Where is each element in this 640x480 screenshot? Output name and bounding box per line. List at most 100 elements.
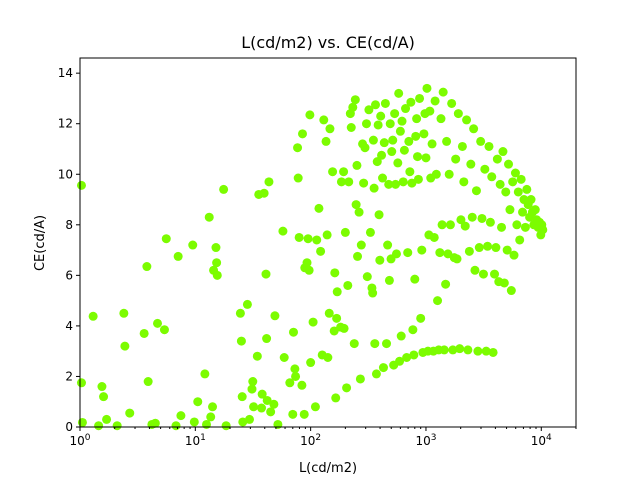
- data-point: [382, 339, 392, 349]
- data-point: [442, 136, 452, 146]
- data-point: [492, 154, 502, 164]
- data-point: [394, 88, 404, 98]
- data-point: [398, 177, 408, 187]
- data-point: [297, 380, 307, 390]
- data-point: [436, 114, 446, 124]
- data-point: [372, 157, 382, 167]
- data-point: [324, 308, 334, 318]
- data-point: [481, 346, 491, 356]
- data-point: [188, 240, 198, 250]
- data-point: [457, 141, 467, 151]
- data-point: [413, 174, 423, 184]
- data-point: [310, 402, 320, 412]
- data-point: [409, 350, 419, 360]
- data-point: [435, 248, 445, 258]
- data-point: [319, 115, 329, 125]
- data-point: [505, 205, 515, 215]
- data-point: [378, 173, 388, 183]
- data-point: [395, 126, 405, 136]
- data-point: [444, 169, 454, 179]
- data-point: [464, 246, 474, 256]
- data-point: [396, 331, 406, 341]
- data-point: [349, 339, 359, 349]
- data-point: [497, 222, 507, 232]
- data-point: [425, 106, 435, 116]
- data-point: [322, 230, 332, 240]
- data-point: [76, 378, 86, 388]
- data-point: [422, 83, 432, 93]
- data-point: [269, 399, 279, 409]
- data-point: [362, 272, 372, 282]
- data-point: [480, 164, 490, 174]
- data-point: [474, 243, 484, 253]
- data-point: [453, 109, 463, 119]
- data-point: [348, 102, 358, 112]
- data-point: [487, 172, 497, 182]
- data-point: [485, 217, 495, 227]
- data-point: [401, 104, 411, 114]
- data-point: [379, 138, 389, 148]
- data-point: [407, 178, 417, 188]
- y-axis-label: CE(cd/A): [33, 215, 48, 271]
- data-point: [112, 421, 122, 431]
- plot-area: [76, 83, 548, 431]
- data-point: [368, 135, 378, 145]
- data-point: [340, 227, 350, 237]
- data-point: [270, 311, 280, 321]
- x-tick-label: 101: [185, 433, 206, 448]
- data-point: [257, 403, 267, 413]
- data-point: [305, 110, 315, 120]
- data-point: [438, 87, 448, 97]
- data-point: [285, 378, 295, 388]
- data-point: [406, 97, 416, 107]
- data-point: [273, 419, 283, 429]
- data-point: [522, 184, 532, 194]
- data-point: [421, 153, 431, 163]
- data-point: [538, 225, 548, 235]
- data-point: [404, 136, 414, 146]
- data-point: [471, 186, 481, 196]
- data-point: [290, 364, 300, 374]
- data-point: [206, 412, 216, 422]
- data-point: [94, 421, 104, 431]
- y-tick-label: 4: [65, 319, 73, 333]
- data-point: [323, 353, 333, 362]
- data-point: [462, 115, 472, 125]
- data-point: [383, 240, 393, 250]
- data-point: [516, 174, 526, 184]
- data-point: [378, 363, 388, 373]
- data-point: [416, 313, 426, 323]
- data-point: [331, 393, 341, 403]
- data-point: [491, 243, 501, 253]
- data-point: [248, 377, 258, 387]
- data-point: [360, 143, 370, 153]
- y-tick-label: 2: [65, 369, 73, 383]
- data-point: [390, 109, 400, 119]
- data-point: [451, 154, 461, 164]
- data-point: [99, 392, 109, 402]
- data-point: [139, 328, 149, 338]
- data-point: [483, 241, 493, 251]
- data-point: [264, 177, 274, 187]
- data-point: [369, 183, 379, 193]
- data-point: [504, 159, 514, 169]
- data-point: [417, 245, 427, 255]
- y-tick-label: 6: [65, 268, 73, 282]
- data-point: [410, 274, 420, 284]
- data-point: [308, 317, 318, 327]
- data-point: [202, 419, 211, 429]
- data-point: [339, 167, 349, 177]
- data-point: [344, 177, 354, 187]
- data-point: [343, 280, 353, 290]
- data-point: [266, 407, 276, 417]
- data-point: [403, 248, 413, 258]
- data-point: [77, 417, 87, 427]
- data-point: [356, 240, 366, 250]
- data-point: [447, 98, 457, 108]
- data-point: [361, 119, 371, 129]
- data-point: [415, 93, 425, 103]
- data-point: [512, 220, 522, 230]
- data-point: [520, 222, 530, 232]
- data-point: [278, 226, 288, 236]
- data-point: [293, 173, 303, 183]
